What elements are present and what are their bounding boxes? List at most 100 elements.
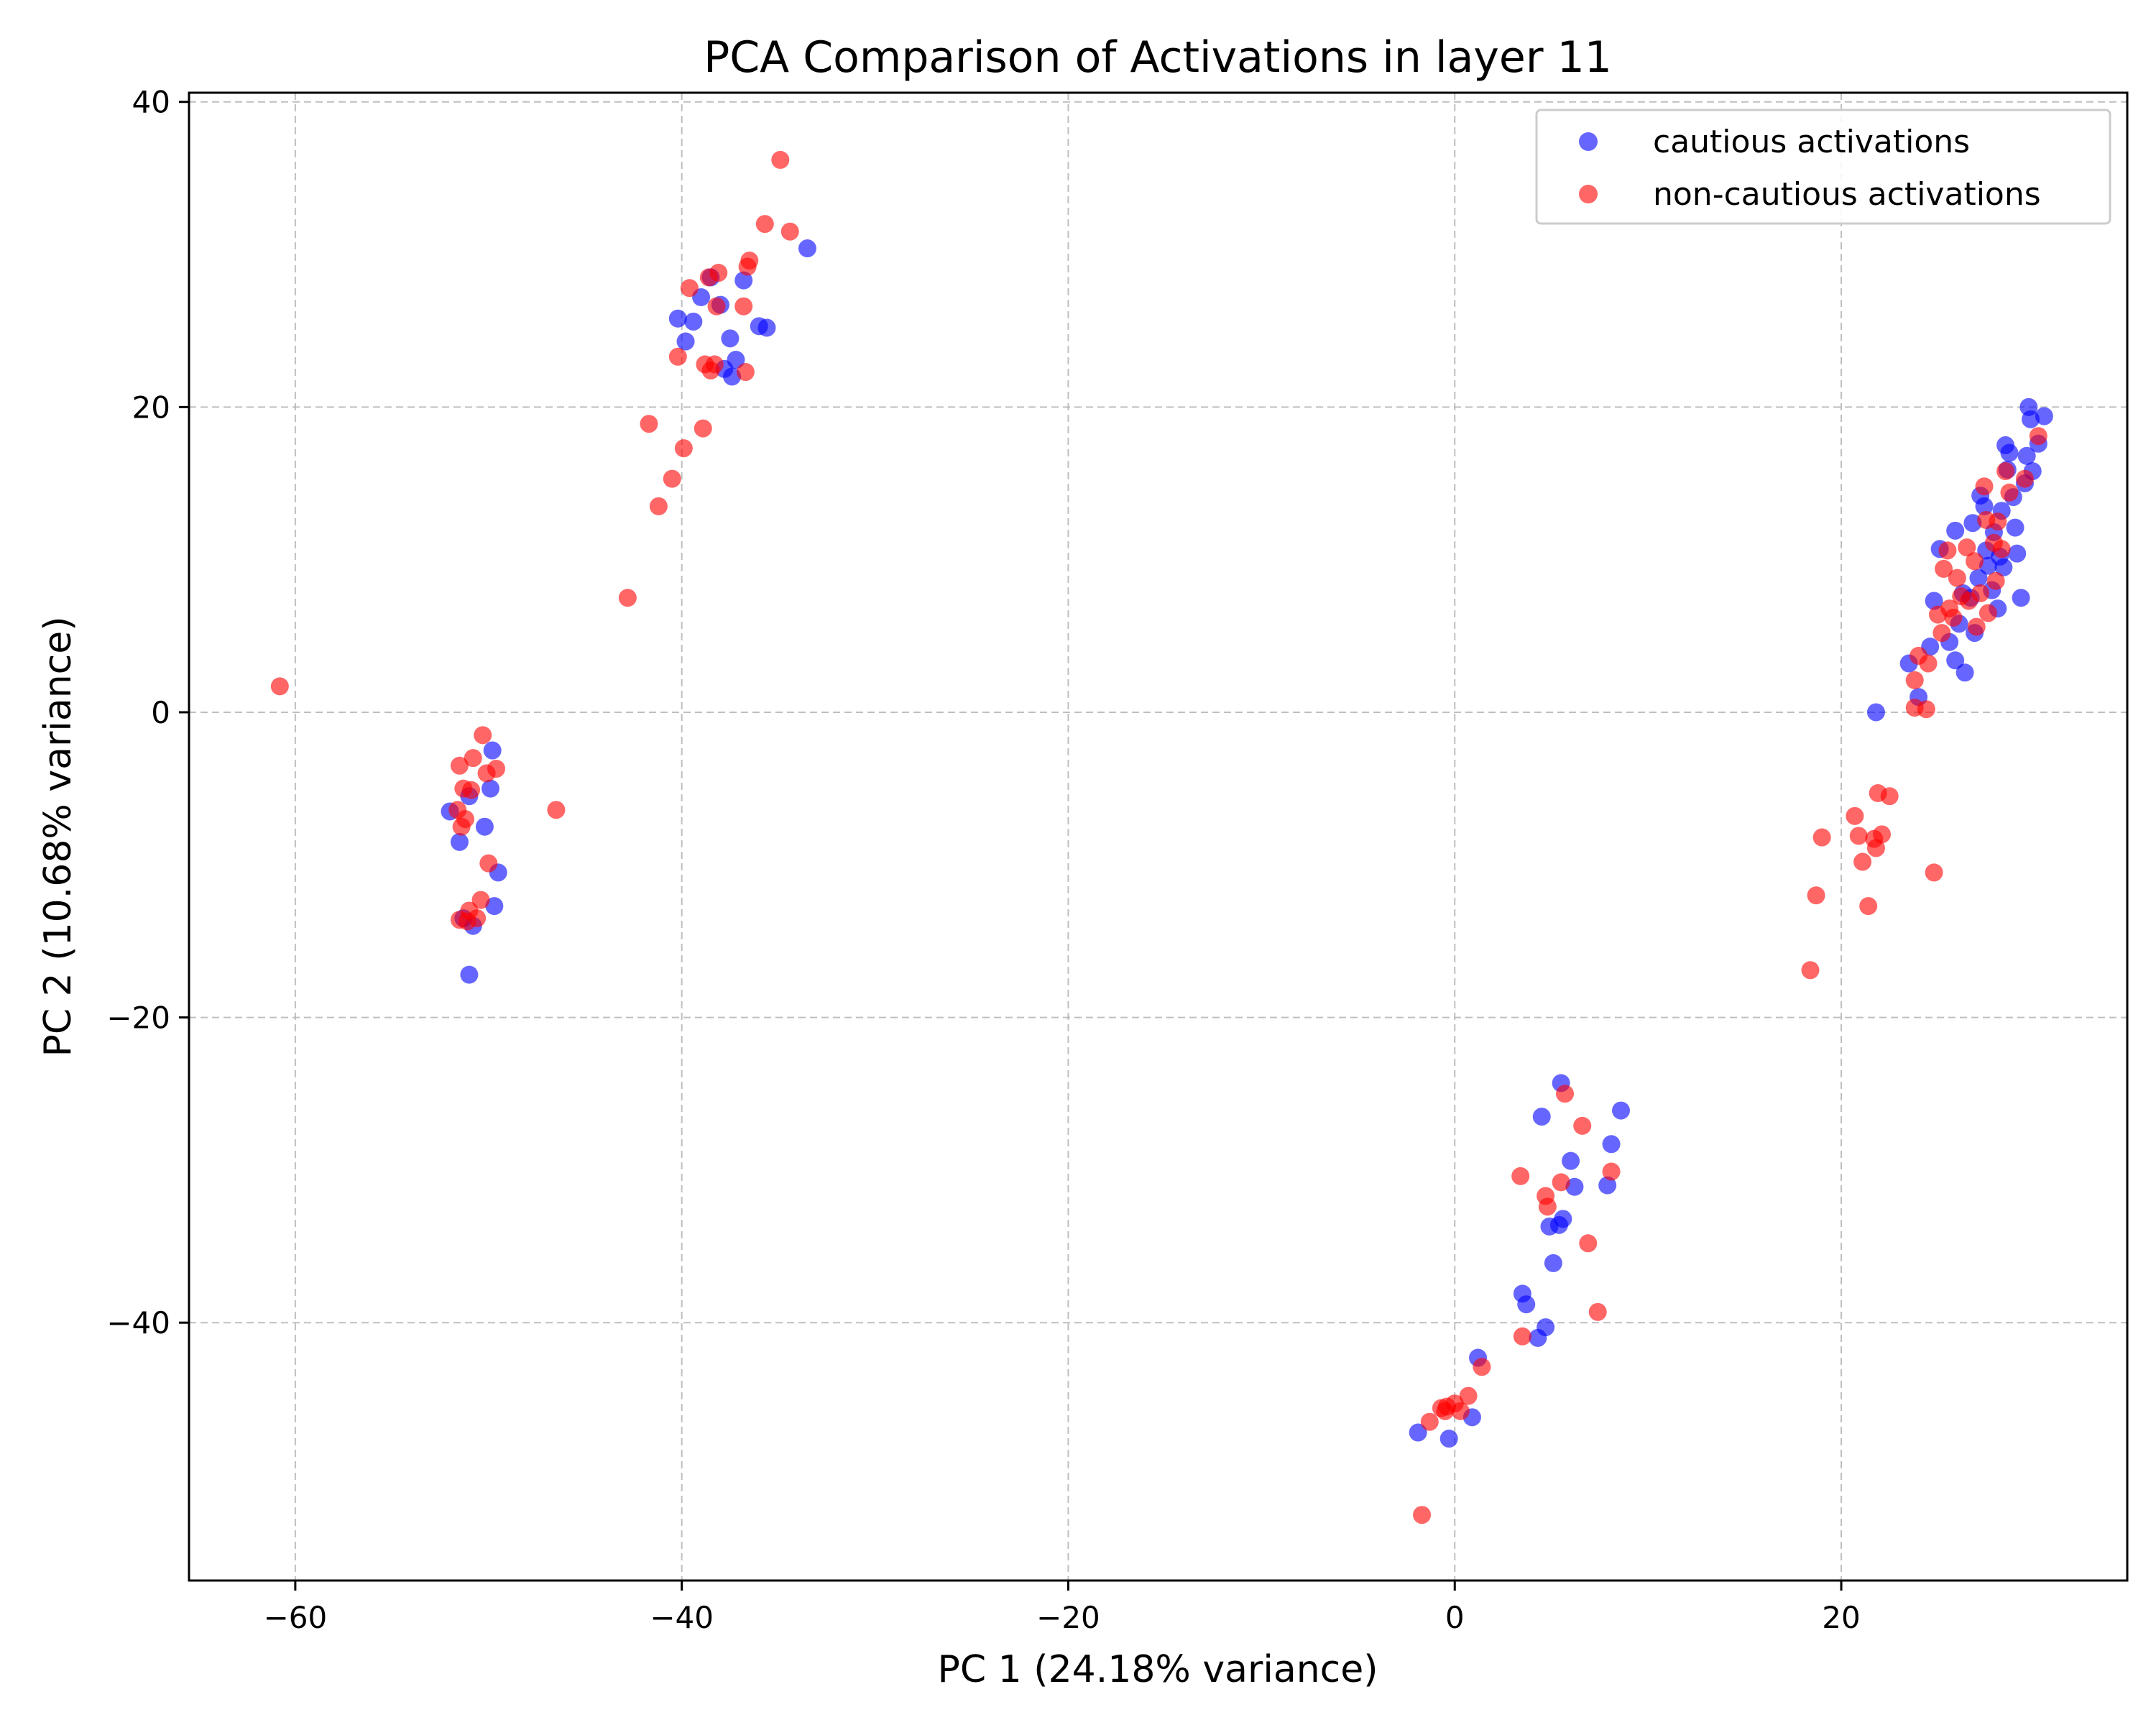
data-point bbox=[1556, 1085, 1575, 1103]
data-point bbox=[1975, 497, 1994, 515]
data-point bbox=[1853, 852, 1872, 871]
data-point bbox=[1873, 825, 1892, 844]
data-point bbox=[1866, 839, 1885, 857]
legend-label-cautious: cautious activations bbox=[1653, 124, 1970, 160]
data-point bbox=[1409, 1423, 1427, 1442]
data-point bbox=[452, 817, 471, 836]
data-point bbox=[1517, 1295, 1536, 1314]
data-point bbox=[740, 252, 759, 270]
data-point bbox=[1917, 700, 1935, 719]
data-point bbox=[649, 497, 668, 515]
data-point bbox=[1807, 886, 1825, 905]
data-point bbox=[1966, 552, 1984, 571]
legend-marker-cautious bbox=[1579, 132, 1598, 151]
data-point bbox=[1579, 1234, 1598, 1253]
data-point bbox=[479, 854, 498, 873]
data-point bbox=[1598, 1176, 1617, 1195]
data-point bbox=[684, 312, 703, 331]
data-point bbox=[640, 415, 658, 433]
data-point bbox=[2000, 483, 2019, 502]
x-axis-label: PC 1 (24.18% variance) bbox=[937, 1648, 1378, 1691]
data-point bbox=[1611, 1101, 1630, 1120]
data-point bbox=[462, 781, 481, 799]
data-point bbox=[1573, 1116, 1592, 1135]
data-point bbox=[1420, 1412, 1439, 1431]
plot-frame bbox=[188, 91, 2129, 1582]
data-point bbox=[736, 363, 755, 382]
axis-ticks: −60 −40 −20 0 20 −40 −20 0 20 40 bbox=[106, 85, 1860, 1635]
y-axis-label: PC 2 (10.68% variance) bbox=[37, 616, 80, 1057]
data-point bbox=[1562, 1151, 1580, 1170]
data-point bbox=[1513, 1327, 1531, 1346]
data-point bbox=[1538, 1197, 1557, 1216]
data-point bbox=[2006, 518, 2024, 537]
x-tick-label: −40 bbox=[650, 1600, 714, 1635]
data-point bbox=[798, 239, 816, 258]
data-point bbox=[464, 749, 482, 768]
data-point bbox=[1969, 569, 1988, 587]
data-point bbox=[1925, 592, 1943, 610]
data-point bbox=[460, 965, 479, 984]
data-point bbox=[1960, 592, 1978, 610]
data-points bbox=[270, 150, 2053, 1524]
data-point bbox=[676, 332, 695, 351]
data-point bbox=[755, 215, 774, 234]
data-point bbox=[757, 318, 776, 337]
data-point bbox=[734, 297, 753, 316]
data-point bbox=[1958, 538, 1976, 557]
data-point bbox=[1967, 617, 1986, 636]
data-point bbox=[1905, 671, 1924, 689]
data-point bbox=[1459, 1386, 1478, 1405]
data-point bbox=[475, 817, 494, 836]
data-point bbox=[1537, 1318, 1555, 1337]
data-point bbox=[1946, 651, 1965, 670]
legend-marker-non-cautious bbox=[1579, 185, 1598, 203]
x-tick-label: −60 bbox=[264, 1600, 328, 1635]
data-point bbox=[707, 297, 726, 316]
data-point bbox=[1992, 540, 2011, 558]
data-point bbox=[1439, 1430, 1458, 1448]
series-non-cautious bbox=[270, 150, 2047, 1524]
x-tick-label: −20 bbox=[1036, 1600, 1100, 1635]
data-point bbox=[2029, 427, 2047, 446]
data-point bbox=[1544, 1254, 1562, 1272]
y-tick-label: −40 bbox=[106, 1305, 170, 1340]
data-point bbox=[1849, 827, 1868, 845]
y-tick-label: −20 bbox=[106, 1000, 170, 1036]
data-point bbox=[680, 279, 699, 298]
data-point bbox=[1473, 1358, 1491, 1376]
data-point bbox=[1565, 1177, 1584, 1196]
data-point bbox=[668, 347, 687, 366]
data-point bbox=[1846, 806, 1864, 825]
data-point bbox=[1978, 604, 1997, 622]
data-point bbox=[1989, 512, 2007, 531]
data-point bbox=[699, 268, 718, 287]
data-point bbox=[2000, 443, 2019, 462]
data-point bbox=[723, 367, 742, 386]
data-point bbox=[618, 589, 637, 607]
data-point bbox=[1996, 462, 2015, 481]
chart-title: PCA Comparison of Activations in layer 1… bbox=[704, 32, 1612, 83]
data-point bbox=[450, 756, 469, 775]
data-point bbox=[483, 741, 502, 760]
data-point bbox=[1413, 1506, 1432, 1524]
data-point bbox=[674, 439, 693, 458]
data-point bbox=[1602, 1162, 1621, 1181]
y-tick-label: 0 bbox=[151, 695, 170, 730]
data-point bbox=[1451, 1402, 1470, 1420]
data-point bbox=[1859, 897, 1878, 916]
data-point bbox=[458, 912, 476, 931]
data-point bbox=[668, 309, 687, 328]
data-point bbox=[1986, 571, 2005, 590]
data-point bbox=[1532, 1108, 1551, 1126]
data-point bbox=[1935, 559, 1953, 578]
data-point bbox=[1588, 1302, 1607, 1321]
data-point bbox=[694, 419, 712, 438]
data-point bbox=[734, 271, 753, 290]
x-tick-label: 20 bbox=[1822, 1600, 1860, 1635]
data-point bbox=[1511, 1167, 1530, 1185]
data-point bbox=[663, 469, 681, 488]
data-point bbox=[1812, 828, 1831, 847]
data-point bbox=[450, 832, 469, 851]
